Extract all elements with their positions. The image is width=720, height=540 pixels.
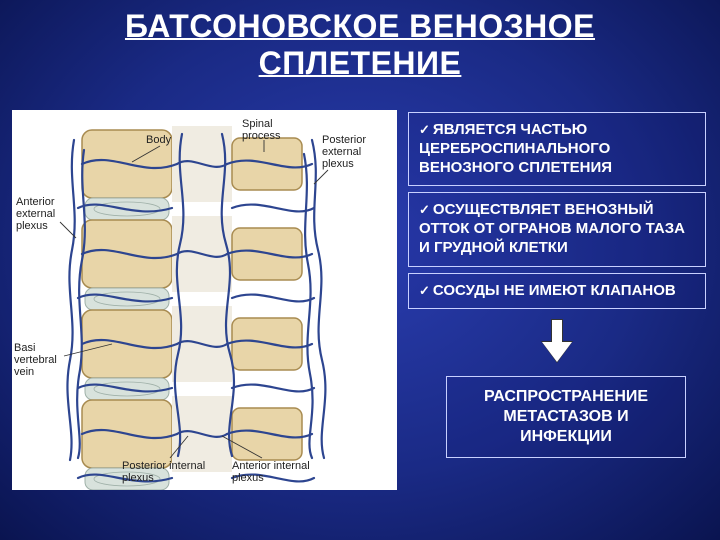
bullet-item: ✓ЯВЛЯЕТСЯ ЧАСТЬЮ ЦЕРЕБРОСПИНАЛЬНОГО ВЕНО… — [408, 112, 706, 186]
check-icon: ✓ — [419, 202, 430, 217]
anatomy-diagram: Body Spinal process Posterior external p… — [12, 110, 397, 490]
title-line-1: БАТСОНОВСКОЕ ВЕНОЗНОЕ — [125, 8, 595, 44]
conclusion-line: ИНФЕКЦИИ — [520, 428, 612, 445]
title-line-2: СПЛЕТЕНИЕ — [259, 45, 462, 81]
check-icon: ✓ — [419, 122, 430, 137]
bullet-text: ЯВЛЯЕТСЯ ЧАСТЬЮ ЦЕРЕБРОСПИНАЛЬНОГО ВЕНОЗ… — [419, 121, 612, 176]
label-posterior-external: Posterior external plexus — [322, 134, 382, 170]
label-body: Body — [146, 134, 171, 146]
slide-title: БАТСОНОВСКОЕ ВЕНОЗНОЕ СПЛЕТЕНИЕ — [0, 0, 720, 82]
bullet-list: ✓ЯВЛЯЕТСЯ ЧАСТЬЮ ЦЕРЕБРОСПИНАЛЬНОГО ВЕНО… — [408, 112, 706, 458]
conclusion-line: МЕТАСТАЗОВ И — [503, 408, 628, 425]
label-spinal-process: Spinal process — [242, 118, 292, 142]
label-posterior-internal: Posterior internal plexus — [122, 460, 212, 484]
conclusion-line: РАСПРОСТРАНЕНИЕ — [484, 388, 648, 405]
bullet-item: ✓СОСУДЫ НЕ ИМЕЮТ КЛАПАНОВ — [408, 273, 706, 310]
check-icon: ✓ — [419, 283, 430, 298]
conclusion-box: РАСПРОСТРАНЕНИЕ МЕТАСТАЗОВ И ИНФЕКЦИИ — [446, 376, 686, 458]
bullet-item: ✓ОСУЩЕСТВЛЯЕТ ВЕНОЗНЫЙ ОТТОК ОТ ОГРАНОВ … — [408, 192, 706, 266]
bullet-text: ОСУЩЕСТВЛЯЕТ ВЕНОЗНЫЙ ОТТОК ОТ ОГРАНОВ М… — [419, 201, 685, 256]
label-basi-vertebral: Basi vertebral vein — [14, 342, 76, 378]
bullet-text: СОСУДЫ НЕ ИМЕЮТ КЛАПАНОВ — [433, 282, 676, 299]
label-anterior-external: Anterior external plexus — [16, 196, 66, 232]
flow-arrow — [408, 319, 706, 368]
label-anterior-internal: Anterior internal plexus — [232, 460, 322, 484]
